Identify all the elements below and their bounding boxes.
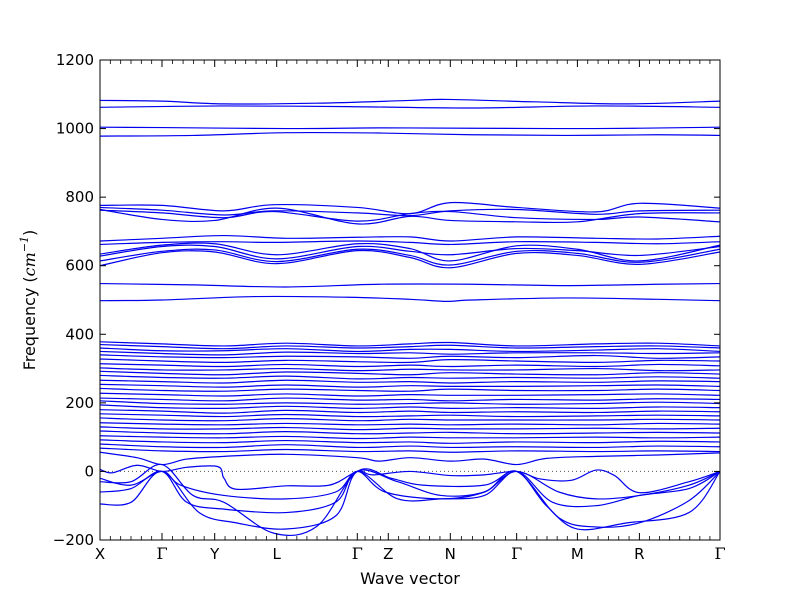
y-tick-label: 200 — [65, 394, 94, 412]
band-line-39 — [100, 435, 720, 440]
band-line-18 — [100, 347, 720, 353]
band-line-5 — [100, 206, 720, 217]
band-line-40 — [100, 439, 720, 444]
band-line-19 — [100, 350, 720, 356]
band-line-2 — [100, 126, 720, 130]
y-axis-label-text: Frequency — [20, 283, 39, 371]
band-line-48 — [100, 463, 720, 537]
y-axis-label: Frequency (cm−1) — [18, 230, 39, 371]
band-line-24 — [100, 370, 720, 376]
x-symmetry-label: N — [445, 545, 456, 563]
band-line-42 — [100, 447, 720, 453]
y-tick-label: 1200 — [56, 51, 94, 69]
band-line-25 — [100, 374, 720, 380]
x-symmetry-label: M — [571, 545, 584, 563]
band-line-29 — [100, 392, 720, 397]
band-line-31 — [100, 400, 720, 405]
band-line-15 — [100, 295, 720, 302]
y-axis-label-unit-close: ) — [20, 230, 39, 236]
plot-area — [100, 98, 720, 537]
band-line-32 — [100, 404, 720, 410]
band-line-3 — [100, 131, 720, 137]
y-axis-label-unit-open: ( — [20, 276, 39, 282]
band-line-13 — [100, 249, 720, 269]
y-axis-label-unit: cm — [20, 252, 39, 276]
x-symmetry-label: X — [95, 545, 105, 563]
x-symmetry-label: L — [273, 545, 282, 563]
y-tick-label: 0 — [84, 462, 94, 480]
band-line-10 — [100, 242, 720, 262]
band-line-22 — [100, 363, 720, 368]
band-line-37 — [100, 426, 720, 431]
x-symmetry-label: Γ — [714, 544, 725, 563]
band-line-8 — [100, 234, 720, 242]
band-line-34 — [100, 413, 720, 418]
band-line-9 — [100, 240, 720, 246]
x-symmetry-label: Z — [383, 545, 393, 563]
band-line-23 — [100, 367, 720, 372]
band-line-26 — [100, 379, 720, 384]
x-symmetry-label: Γ — [352, 544, 363, 563]
x-symmetry-label: R — [634, 545, 644, 563]
band-lines — [100, 98, 720, 537]
y-axis: −200 0 200 400 600 800 1000 1200 — [53, 51, 720, 549]
axes-frame — [99, 59, 721, 541]
band-line-7 — [100, 207, 720, 225]
x-symmetry-label: Γ — [156, 544, 167, 563]
band-line-43 — [100, 451, 720, 466]
band-line-16 — [100, 341, 720, 347]
band-line-41 — [100, 443, 720, 449]
band-line-35 — [100, 417, 720, 422]
x-axis-label: Wave vector — [360, 569, 460, 588]
y-tick-label: 400 — [65, 325, 94, 343]
band-line-38 — [100, 430, 720, 435]
x-symmetry-label: Y — [209, 545, 220, 563]
y-tick-label: 800 — [65, 188, 94, 206]
band-line-36 — [100, 422, 720, 426]
y-tick-label: −200 — [53, 531, 94, 549]
band-line-0 — [100, 98, 720, 105]
band-line-11 — [100, 244, 720, 260]
x-symmetry-label: Γ — [511, 544, 522, 563]
band-line-46 — [100, 470, 720, 514]
band-line-6 — [100, 209, 720, 223]
band-line-33 — [100, 409, 720, 414]
band-line-47 — [100, 469, 720, 530]
band-line-14 — [100, 282, 720, 288]
band-line-28 — [100, 387, 720, 392]
band-line-20 — [100, 354, 720, 359]
y-tick-label: 600 — [65, 257, 94, 275]
band-line-30 — [100, 397, 720, 402]
y-axis-label-unit-exponent: −1 — [18, 236, 31, 252]
band-line-27 — [100, 383, 720, 388]
band-line-1 — [100, 105, 720, 109]
band-line-44 — [100, 464, 720, 494]
y-tick-label: 1000 — [56, 120, 94, 138]
band-line-12 — [100, 248, 720, 266]
band-line-17 — [100, 343, 720, 350]
band-line-21 — [100, 358, 720, 364]
